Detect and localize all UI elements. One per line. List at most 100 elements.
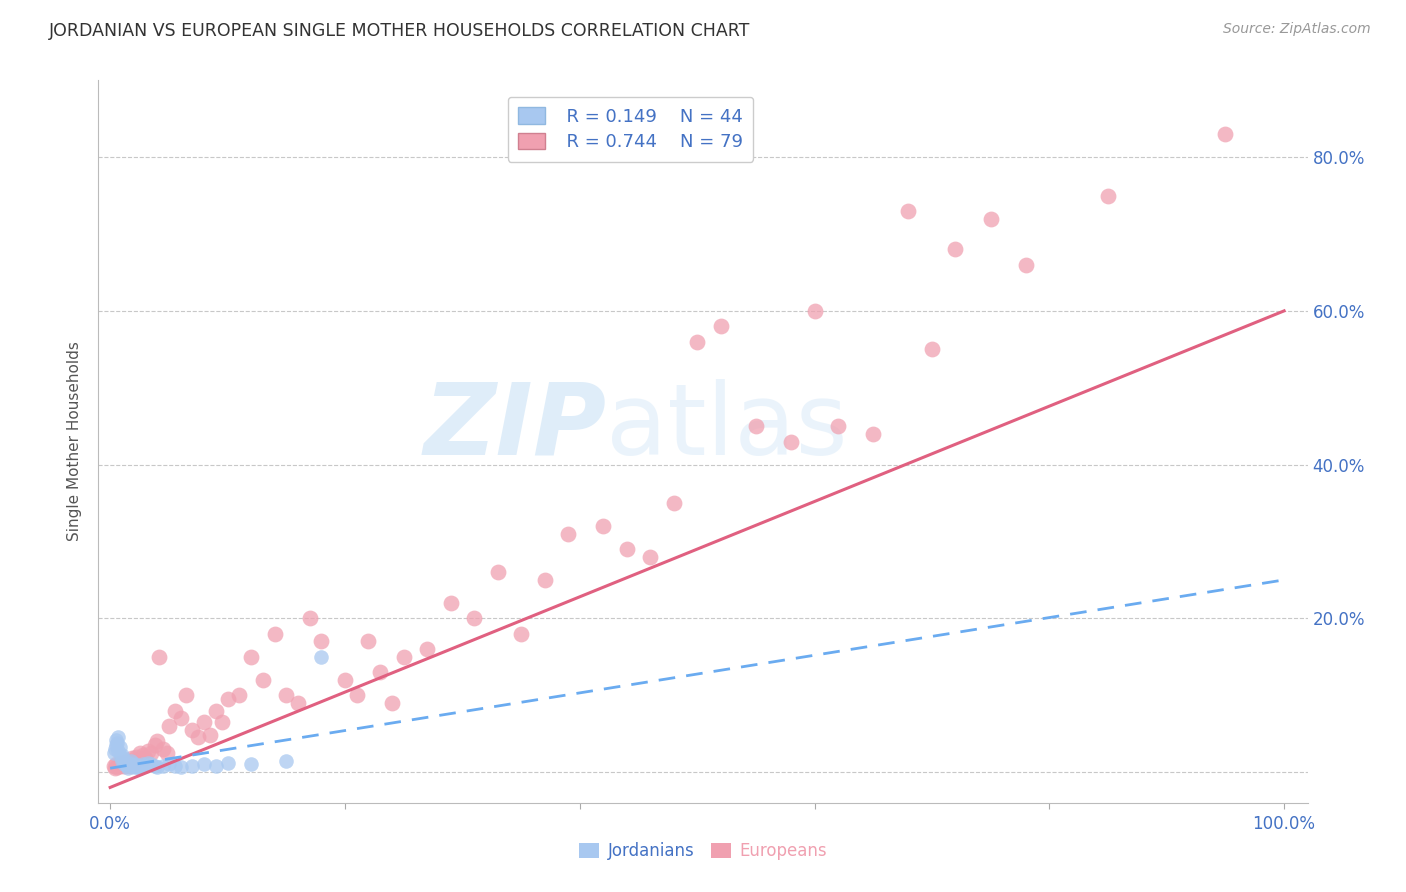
Point <box>357 634 380 648</box>
Point <box>686 334 709 349</box>
Point <box>228 688 250 702</box>
Point <box>124 757 146 772</box>
Point <box>252 673 274 687</box>
Point <box>346 688 368 702</box>
Point <box>169 711 191 725</box>
Point <box>121 751 143 765</box>
Point <box>862 426 884 441</box>
Point <box>193 757 215 772</box>
Point <box>128 746 150 760</box>
Point <box>112 751 135 765</box>
Point <box>112 757 135 772</box>
Point <box>146 734 169 748</box>
Point <box>287 696 309 710</box>
Point <box>111 754 134 768</box>
Point <box>311 634 333 648</box>
Point <box>204 759 226 773</box>
Point <box>105 732 128 747</box>
Point <box>163 704 186 718</box>
Point <box>107 759 129 773</box>
Point <box>103 759 125 773</box>
Point <box>240 649 263 664</box>
Point <box>217 756 239 770</box>
Point <box>240 757 263 772</box>
Point <box>143 738 166 752</box>
Text: ZIP: ZIP <box>423 378 606 475</box>
Point <box>134 751 156 765</box>
Point <box>181 759 204 773</box>
Point <box>112 757 135 772</box>
Point <box>745 419 768 434</box>
Point <box>134 759 156 773</box>
Point <box>117 761 139 775</box>
Point <box>187 731 209 745</box>
Point <box>204 704 226 718</box>
Point <box>115 754 138 768</box>
Point <box>122 760 145 774</box>
Y-axis label: Single Mother Households: Single Mother Households <box>67 342 83 541</box>
Point <box>110 749 132 764</box>
Point <box>368 665 391 680</box>
Point <box>131 760 153 774</box>
Point <box>104 761 127 775</box>
Point <box>128 761 150 775</box>
Point <box>105 738 128 752</box>
Point <box>710 319 733 334</box>
Point <box>298 611 321 625</box>
Point <box>155 746 177 760</box>
Point <box>980 211 1002 226</box>
Text: JORDANIAN VS EUROPEAN SINGLE MOTHER HOUSEHOLDS CORRELATION CHART: JORDANIAN VS EUROPEAN SINGLE MOTHER HOUS… <box>49 22 751 40</box>
Point <box>141 757 163 772</box>
Point <box>803 304 825 318</box>
Point <box>107 731 129 745</box>
Point <box>148 649 170 664</box>
Point <box>105 736 128 750</box>
Point <box>163 759 186 773</box>
Point <box>263 626 285 640</box>
Point <box>152 742 174 756</box>
Point <box>1015 258 1038 272</box>
Point <box>114 756 136 770</box>
Point <box>616 542 638 557</box>
Point <box>152 759 174 773</box>
Point <box>141 746 163 760</box>
Point <box>127 760 149 774</box>
Point <box>416 642 439 657</box>
Point <box>118 756 141 770</box>
Point <box>311 649 333 664</box>
Point <box>1097 188 1119 202</box>
Point <box>827 419 849 434</box>
Point <box>533 573 555 587</box>
Point <box>592 519 614 533</box>
Point <box>129 759 152 773</box>
Legend: Jordanians, Europeans: Jordanians, Europeans <box>572 836 834 867</box>
Point <box>181 723 204 737</box>
Point <box>439 596 461 610</box>
Point <box>125 749 148 764</box>
Point <box>157 757 180 772</box>
Point <box>117 757 139 772</box>
Point <box>638 549 661 564</box>
Point <box>118 756 141 770</box>
Point <box>111 748 134 763</box>
Text: atlas: atlas <box>606 378 848 475</box>
Point <box>381 696 404 710</box>
Text: Source: ZipAtlas.com: Source: ZipAtlas.com <box>1223 22 1371 37</box>
Point <box>211 715 233 730</box>
Point <box>921 343 943 357</box>
Point <box>1215 127 1237 141</box>
Point <box>121 759 143 773</box>
Point <box>120 754 142 768</box>
Point <box>662 496 685 510</box>
Point <box>463 611 485 625</box>
Point <box>276 754 298 768</box>
Point <box>111 759 134 773</box>
Point <box>107 743 129 757</box>
Point <box>217 692 239 706</box>
Point <box>120 757 142 772</box>
Point <box>103 746 125 760</box>
Point <box>115 759 138 773</box>
Point <box>125 759 148 773</box>
Point <box>136 743 159 757</box>
Point <box>108 756 131 770</box>
